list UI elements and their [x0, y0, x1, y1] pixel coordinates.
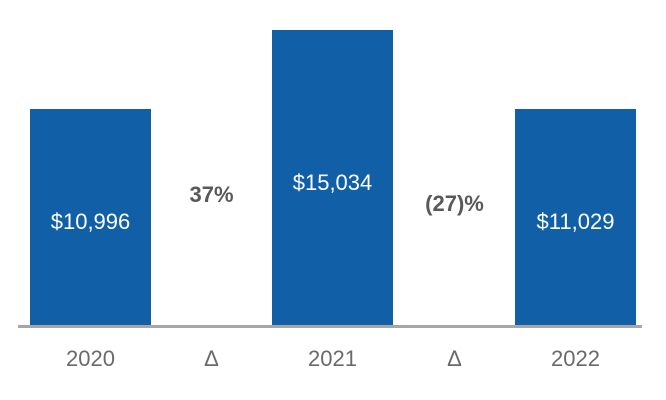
- delta-annotation-2021-2022: (27)%: [425, 191, 484, 216]
- bar-2020: $10,996: [30, 109, 151, 325]
- x-axis-label-2022: 2022: [551, 346, 600, 371]
- bar-value-label-2020: $10,996: [50, 209, 131, 234]
- bar-2021: $15,034: [272, 30, 393, 325]
- bar-value-label-2021: $15,034: [292, 169, 373, 195]
- bar-value-label-2022: $11,029: [536, 209, 615, 234]
- x-axis-label-2020: 2020: [66, 346, 115, 371]
- x-axis-label-delta-1: Δ: [204, 346, 219, 371]
- x-axis-line: [18, 325, 642, 328]
- x-axis-label-delta-2: Δ: [447, 346, 462, 371]
- bar-2022: $11,029: [515, 109, 636, 325]
- x-axis-label-2021: 2021: [308, 346, 357, 371]
- delta-annotation-2020-2021: 37%: [189, 182, 234, 207]
